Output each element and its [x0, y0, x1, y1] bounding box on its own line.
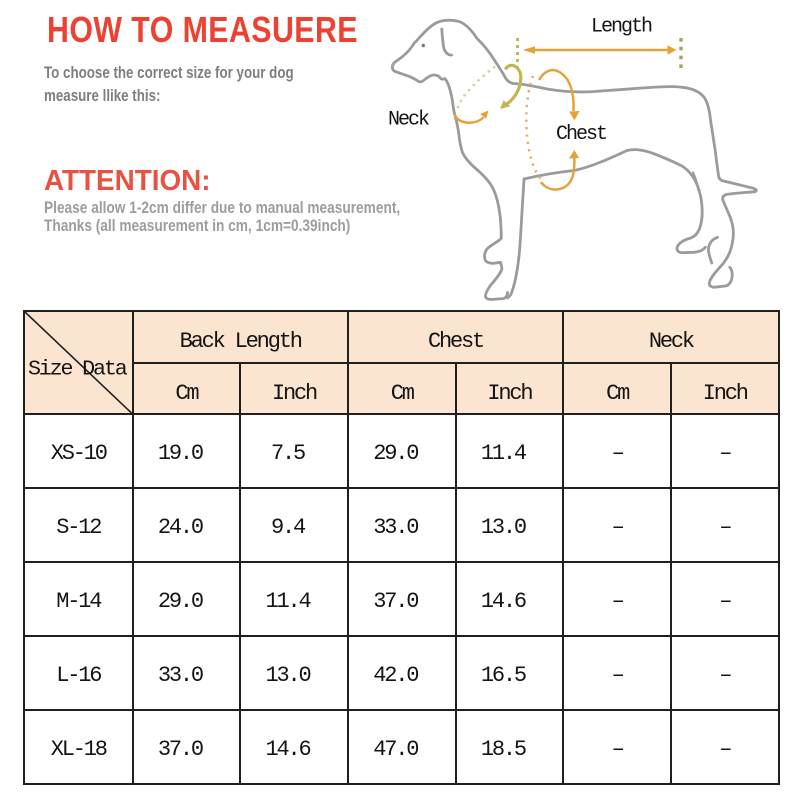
svg-text:Chest: Chest: [556, 123, 606, 146]
svg-text:Size Data: Size Data: [28, 358, 128, 382]
svg-text:Neck: Neck: [388, 109, 429, 132]
svg-text:Length: Length: [591, 16, 652, 39]
